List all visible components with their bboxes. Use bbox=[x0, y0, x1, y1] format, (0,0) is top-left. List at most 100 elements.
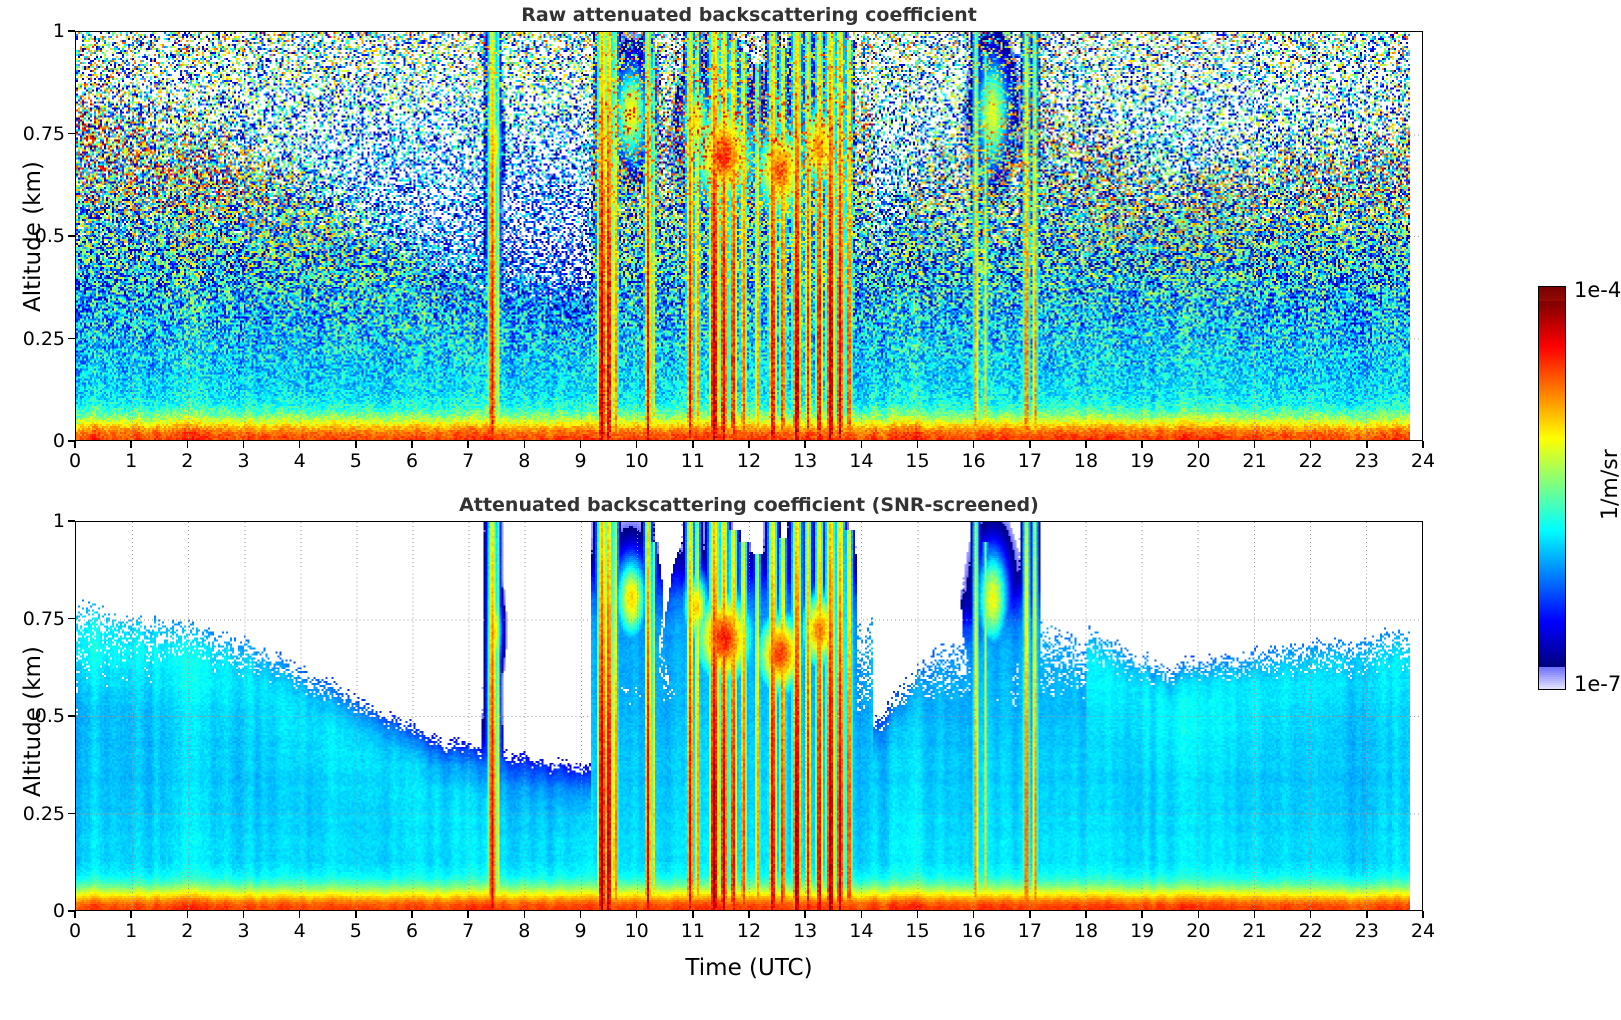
bottom-x-tick-mark bbox=[242, 911, 245, 918]
bottom-x-tick-label: 13 bbox=[793, 920, 818, 942]
top-x-tick-mark bbox=[523, 441, 526, 448]
colorbar-min-label: 1e-7 bbox=[1574, 672, 1621, 696]
snr-screened-backscatter-heatmap[interactable] bbox=[75, 521, 1423, 911]
top-x-tick-mark bbox=[635, 441, 638, 448]
bottom-x-tick-mark bbox=[411, 911, 413, 918]
raw-backscatter-heatmap[interactable] bbox=[75, 31, 1423, 441]
bottom-x-tick-label: 14 bbox=[849, 920, 874, 942]
bottom-x-tick-label: 16 bbox=[961, 920, 986, 942]
bottom-x-tick-mark bbox=[972, 911, 975, 918]
top-y-tick-label: 0.5 bbox=[34, 225, 65, 247]
bottom-x-tick-mark bbox=[692, 911, 694, 918]
top-x-tick-mark bbox=[186, 441, 189, 448]
top-x-tick-mark bbox=[748, 441, 750, 448]
top-x-tick-label: 15 bbox=[905, 450, 930, 472]
bottom-x-tick-mark bbox=[74, 911, 76, 918]
top-x-tick-label: 11 bbox=[680, 450, 705, 472]
top-x-tick-mark bbox=[1253, 441, 1256, 448]
bottom-x-tick-mark bbox=[916, 911, 919, 918]
top-x-tick-label: 10 bbox=[624, 450, 649, 472]
top-x-tick-label: 24 bbox=[1410, 450, 1436, 472]
bottom-panel-title: Attenuated backscattering coefficient (S… bbox=[459, 494, 1039, 516]
bottom-x-tick-label: 10 bbox=[624, 920, 649, 942]
bottom-y-tick-mark bbox=[68, 520, 75, 522]
colorbar[interactable] bbox=[1538, 286, 1566, 690]
bottom-y-tick-mark bbox=[68, 617, 75, 620]
top-x-tick-label: 19 bbox=[1130, 450, 1155, 472]
bottom-x-tick-label: 17 bbox=[1017, 920, 1042, 942]
bottom-x-tick-mark bbox=[1029, 911, 1031, 918]
top-y-tick-label: 0 bbox=[52, 430, 65, 452]
top-x-tick-mark bbox=[1141, 441, 1143, 448]
top-x-tick-mark bbox=[298, 441, 301, 448]
bottom-x-tick-label: 3 bbox=[237, 920, 250, 942]
bottom-x-tick-mark bbox=[467, 911, 469, 918]
top-x-tick-label: 8 bbox=[518, 450, 531, 472]
bottom-x-tick-mark bbox=[186, 911, 189, 918]
top-x-tick-mark bbox=[692, 441, 694, 448]
bottom-x-tick-mark bbox=[748, 911, 750, 918]
bottom-y-tick-mark bbox=[68, 812, 75, 815]
bottom-x-tick-label: 5 bbox=[349, 920, 362, 942]
top-x-tick-label: 22 bbox=[1298, 450, 1323, 472]
top-x-tick-label: 13 bbox=[793, 450, 818, 472]
top-x-tick-mark bbox=[130, 441, 132, 448]
bottom-y-tick-label: 0.5 bbox=[34, 705, 65, 727]
top-y-tick-label: 0.25 bbox=[22, 327, 65, 350]
top-x-tick-mark bbox=[579, 441, 582, 448]
top-x-tick-label: 3 bbox=[237, 450, 250, 472]
bottom-x-tick-label: 18 bbox=[1073, 920, 1099, 942]
top-x-tick-mark bbox=[74, 441, 76, 448]
bottom-y-tick-mark bbox=[68, 910, 75, 912]
bottom-x-tick-label: 23 bbox=[1354, 920, 1379, 942]
top-x-tick-mark bbox=[411, 441, 413, 448]
bottom-x-tick-mark bbox=[804, 911, 806, 918]
top-x-tick-mark bbox=[1366, 441, 1368, 448]
bottom-x-tick-mark bbox=[1253, 911, 1256, 918]
top-x-tick-label: 16 bbox=[961, 450, 986, 472]
top-y-tick-label: 1 bbox=[52, 20, 65, 42]
bottom-x-tick-label: 2 bbox=[181, 920, 194, 942]
bottom-x-tick-label: 24 bbox=[1410, 920, 1436, 942]
bottom-x-tick-mark bbox=[523, 911, 526, 918]
bottom-y-tick-label: 0.75 bbox=[22, 607, 65, 630]
bottom-x-tick-mark bbox=[130, 911, 132, 918]
bottom-x-tick-mark bbox=[860, 911, 863, 918]
x-axis-title: Time (UTC) bbox=[685, 955, 813, 981]
bottom-x-tick-label: 21 bbox=[1242, 920, 1267, 942]
bottom-y-tick-label: 1 bbox=[52, 510, 65, 532]
top-x-tick-label: 17 bbox=[1017, 450, 1042, 472]
top-x-tick-label: 23 bbox=[1354, 450, 1379, 472]
top-y-tick-mark bbox=[68, 440, 75, 442]
colorbar-max-label: 1e-4 bbox=[1574, 278, 1621, 302]
top-x-tick-label: 21 bbox=[1242, 450, 1267, 472]
bottom-x-tick-label: 4 bbox=[293, 920, 306, 942]
bottom-x-tick-label: 0 bbox=[68, 920, 82, 942]
top-y-tick-mark bbox=[68, 337, 75, 340]
top-x-tick-mark bbox=[1422, 441, 1424, 448]
top-panel-title: Raw attenuated backscattering coefficien… bbox=[521, 4, 977, 26]
bottom-x-tick-label: 6 bbox=[405, 920, 419, 942]
top-x-tick-label: 6 bbox=[405, 450, 419, 472]
top-x-tick-mark bbox=[860, 441, 863, 448]
top-panel-y-axis-title: Altitude (km) bbox=[20, 161, 46, 312]
bottom-x-tick-mark bbox=[355, 911, 357, 918]
top-x-tick-label: 2 bbox=[181, 450, 194, 472]
top-x-tick-mark bbox=[804, 441, 806, 448]
top-y-tick-mark bbox=[68, 30, 75, 32]
top-x-tick-label: 14 bbox=[849, 450, 874, 472]
top-x-tick-label: 9 bbox=[574, 450, 587, 472]
bottom-x-tick-mark bbox=[1422, 911, 1424, 918]
bottom-x-tick-mark bbox=[1366, 911, 1368, 918]
bottom-x-tick-label: 11 bbox=[680, 920, 705, 942]
top-x-tick-mark bbox=[1309, 441, 1312, 448]
bottom-x-tick-mark bbox=[635, 911, 638, 918]
bottom-y-tick-mark bbox=[68, 715, 75, 717]
bottom-x-tick-mark bbox=[298, 911, 301, 918]
top-x-tick-label: 0 bbox=[68, 450, 82, 472]
bottom-x-tick-mark bbox=[1141, 911, 1143, 918]
top-x-tick-mark bbox=[972, 441, 975, 448]
top-x-tick-mark bbox=[1197, 441, 1200, 448]
bottom-x-tick-label: 1 bbox=[125, 920, 138, 942]
